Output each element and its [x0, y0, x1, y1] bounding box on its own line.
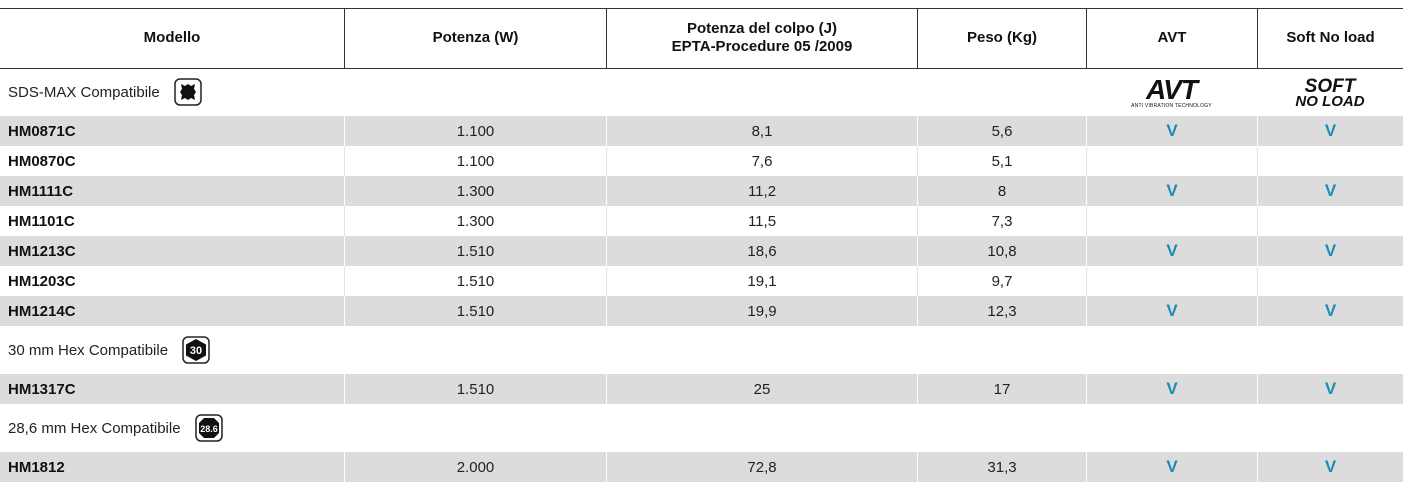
value-cell: 2.000 — [344, 452, 606, 482]
check-mark: V — [1086, 116, 1257, 146]
check-mark: V — [1257, 116, 1403, 146]
badge-text: 30 — [190, 345, 202, 357]
header-cell: AVT — [1086, 8, 1257, 68]
value-cell: 12,3 — [917, 296, 1086, 326]
header-text: Soft No load — [1286, 29, 1375, 46]
section-title: 28,6 mm Hex Compatibile — [8, 419, 181, 437]
model-name: HM0871C — [8, 122, 76, 140]
value-cell: 17 — [917, 374, 1086, 404]
row-bg — [0, 236, 1403, 266]
model-name: HM1812 — [8, 458, 65, 476]
badge-text: 28.6 — [200, 424, 218, 434]
badge-shape — [198, 418, 219, 438]
value-cell: 9,7 — [917, 266, 1086, 296]
badge-shape — [179, 84, 196, 100]
value-cell: 5,6 — [917, 116, 1086, 146]
soft-logo-text: NO LOAD — [1295, 92, 1365, 110]
row-bg — [0, 374, 1403, 404]
row-bg — [0, 176, 1403, 206]
avt-logo-tagline: ANTI VIBRATION TECHNOLOGY — [1131, 103, 1212, 109]
section-title: SDS-MAX Compatibile — [8, 83, 160, 101]
value-cell: 5,1 — [917, 146, 1086, 176]
value-cell: 1.100 — [344, 116, 606, 146]
header-cell: Soft No load — [1257, 8, 1403, 68]
value-cell: 8 — [917, 176, 1086, 206]
empty-cell — [1086, 146, 1257, 176]
value-cell: 72,8 — [606, 452, 917, 482]
check-mark: V — [1086, 296, 1257, 326]
value-cell: 18,6 — [606, 236, 917, 266]
value-cell: 25 — [606, 374, 917, 404]
value-cell: 1.300 — [344, 176, 606, 206]
badge-shape — [186, 339, 207, 361]
badge-icon — [173, 78, 202, 106]
empty-cell — [1257, 266, 1403, 296]
avt-logo-text: AVT — [1146, 74, 1198, 105]
check-mark: V — [1257, 374, 1403, 404]
value-cell: 1.510 — [344, 296, 606, 326]
badge-icon: 28.6 — [194, 414, 223, 442]
empty-cell — [1086, 206, 1257, 236]
value-cell: 7,6 — [606, 146, 917, 176]
value-cell: 1.300 — [344, 206, 606, 236]
value-cell: 1.100 — [344, 146, 606, 176]
value-cell: 11,5 — [606, 206, 917, 236]
badge-icon: 30 — [182, 336, 210, 364]
section-row: 30 mm Hex Compatibile 30 — [0, 326, 1403, 374]
rule — [0, 8, 1403, 9]
header-text: Potenza (W) — [432, 29, 519, 46]
value-cell: 8,1 — [606, 116, 917, 146]
avt-logo: AVT ANTI VIBRATION TECHNOLOGY — [1086, 74, 1257, 112]
empty-cell — [1257, 146, 1403, 176]
value-cell: 31,3 — [917, 452, 1086, 482]
value-cell: 19,9 — [606, 296, 917, 326]
model-name: HM0870C — [8, 152, 76, 170]
check-mark: V — [1257, 296, 1403, 326]
value-cell: 1.510 — [344, 236, 606, 266]
row-bg — [0, 266, 1403, 296]
header-text: Modello — [143, 29, 201, 46]
check-mark: V — [1257, 236, 1403, 266]
model-name: HM1203C — [8, 272, 76, 290]
model-name: HM1213C — [8, 242, 76, 260]
value-cell: 19,1 — [606, 266, 917, 296]
row-bg — [0, 116, 1403, 146]
header-cell: Potenza (W) — [344, 8, 606, 68]
row-bg — [0, 296, 1403, 326]
value-cell: 7,3 — [917, 206, 1086, 236]
row-bg — [0, 146, 1403, 176]
empty-cell — [1257, 206, 1403, 236]
check-mark: V — [1257, 452, 1403, 482]
section-title: 30 mm Hex Compatibile — [8, 341, 169, 359]
header-cell: Peso (Kg) — [917, 8, 1086, 68]
model-name: HM1214C — [8, 302, 76, 320]
model-name: HM1111C — [8, 182, 74, 200]
value-cell: 1.510 — [344, 374, 606, 404]
check-mark: V — [1086, 236, 1257, 266]
check-mark: V — [1086, 176, 1257, 206]
check-mark: V — [1086, 374, 1257, 404]
value-cell: 10,8 — [917, 236, 1086, 266]
row-bg — [0, 206, 1403, 236]
section-row: 28,6 mm Hex Compatibile 28.6 — [0, 404, 1403, 452]
header-cell: Potenza del colpo (J) EPTA-Procedure 05 /… — [606, 8, 917, 68]
header-text: Peso (Kg) — [966, 29, 1037, 46]
check-mark: V — [1257, 176, 1403, 206]
soft-logo: SOFT NO LOAD — [1257, 74, 1403, 112]
empty-cell — [1086, 266, 1257, 296]
header-text: Potenza del colpo (J) — [686, 20, 837, 37]
section-row: SDS-MAX Compatibile — [0, 68, 1403, 116]
header-cell: Modello — [0, 8, 344, 68]
soft-logo-text: SOFT — [1304, 75, 1356, 97]
model-name: HM1101C — [8, 212, 75, 230]
row-bg — [0, 452, 1403, 482]
model-name: HM1317C — [8, 380, 76, 398]
header-text: AVT — [1157, 29, 1187, 46]
value-cell: 11,2 — [606, 176, 917, 206]
header-text: EPTA-Procedure 05 /2009 — [671, 38, 853, 55]
value-cell: 1.510 — [344, 266, 606, 296]
rule — [0, 68, 1403, 69]
check-mark: V — [1086, 452, 1257, 482]
